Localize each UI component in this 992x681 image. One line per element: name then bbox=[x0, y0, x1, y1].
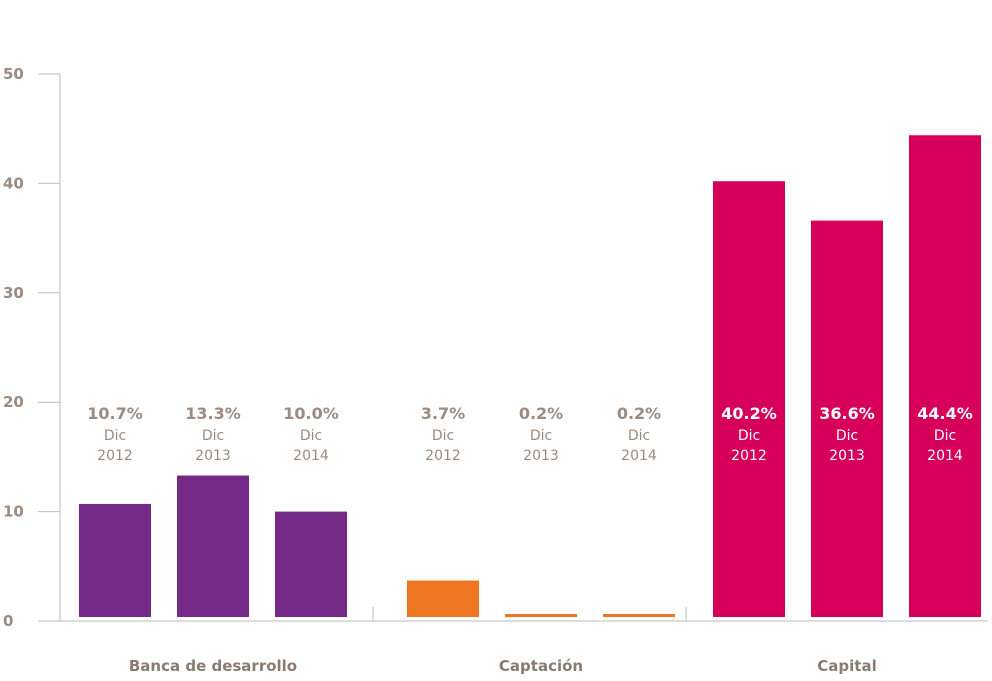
bar bbox=[713, 181, 785, 617]
category-labels: Banca de desarrollo Captación Capital bbox=[129, 657, 877, 675]
data-label-month: Dic bbox=[202, 428, 224, 444]
bar bbox=[811, 220, 883, 617]
y-tick-label: 20 bbox=[3, 393, 24, 411]
bar bbox=[505, 614, 577, 617]
bar bbox=[407, 580, 479, 617]
data-label-month: Dic bbox=[530, 428, 552, 444]
data-labels: 10.7% Dic 2012 13.3% Dic 2013 10.0% Dic 2014 3.7%… bbox=[87, 404, 973, 464]
data-label-year: 2013 bbox=[523, 448, 559, 464]
bar bbox=[275, 511, 347, 617]
data-label-month: Dic bbox=[300, 428, 322, 444]
data-label-month: Dic bbox=[934, 428, 956, 444]
data-label-year: 2013 bbox=[829, 448, 865, 464]
data-label-month: Dic bbox=[628, 428, 650, 444]
y-tick-label: 50 bbox=[3, 65, 24, 83]
y-tick-label: 10 bbox=[3, 503, 24, 521]
data-label-year: 2012 bbox=[97, 448, 133, 464]
data-label-year: 2012 bbox=[731, 448, 767, 464]
data-label-month: Dic bbox=[432, 428, 454, 444]
data-label-year: 2013 bbox=[195, 448, 231, 464]
data-label-year: 2014 bbox=[927, 448, 963, 464]
bar bbox=[79, 503, 151, 617]
y-tick-label: 0 bbox=[3, 612, 13, 630]
bar bbox=[177, 475, 249, 617]
data-label-value: 13.3% bbox=[185, 404, 241, 423]
bar bbox=[909, 135, 981, 617]
bar bbox=[603, 614, 675, 617]
y-tick-label: 30 bbox=[3, 284, 24, 302]
data-label-month: Dic bbox=[104, 428, 126, 444]
category-label: Captación bbox=[499, 657, 583, 675]
bars bbox=[79, 135, 981, 617]
y-axis: 0 10 20 30 40 50 bbox=[3, 65, 988, 630]
data-label-value: 3.7% bbox=[421, 404, 465, 423]
data-label-year: 2014 bbox=[293, 448, 329, 464]
data-label-value: 40.2% bbox=[721, 404, 777, 423]
category-label: Banca de desarrollo bbox=[129, 657, 297, 675]
data-label-year: 2012 bbox=[425, 448, 461, 464]
data-label-value: 0.2% bbox=[519, 404, 563, 423]
data-label-month: Dic bbox=[738, 428, 760, 444]
data-label-year: 2014 bbox=[621, 448, 657, 464]
data-label-month: Dic bbox=[836, 428, 858, 444]
y-tick-label: 40 bbox=[3, 174, 24, 192]
category-label: Capital bbox=[817, 657, 876, 675]
data-label-value: 36.6% bbox=[819, 404, 875, 423]
data-label-value: 0.2% bbox=[617, 404, 661, 423]
data-label-value: 10.0% bbox=[283, 404, 339, 423]
data-label-value: 10.7% bbox=[87, 404, 143, 423]
data-label-value: 44.4% bbox=[917, 404, 973, 423]
